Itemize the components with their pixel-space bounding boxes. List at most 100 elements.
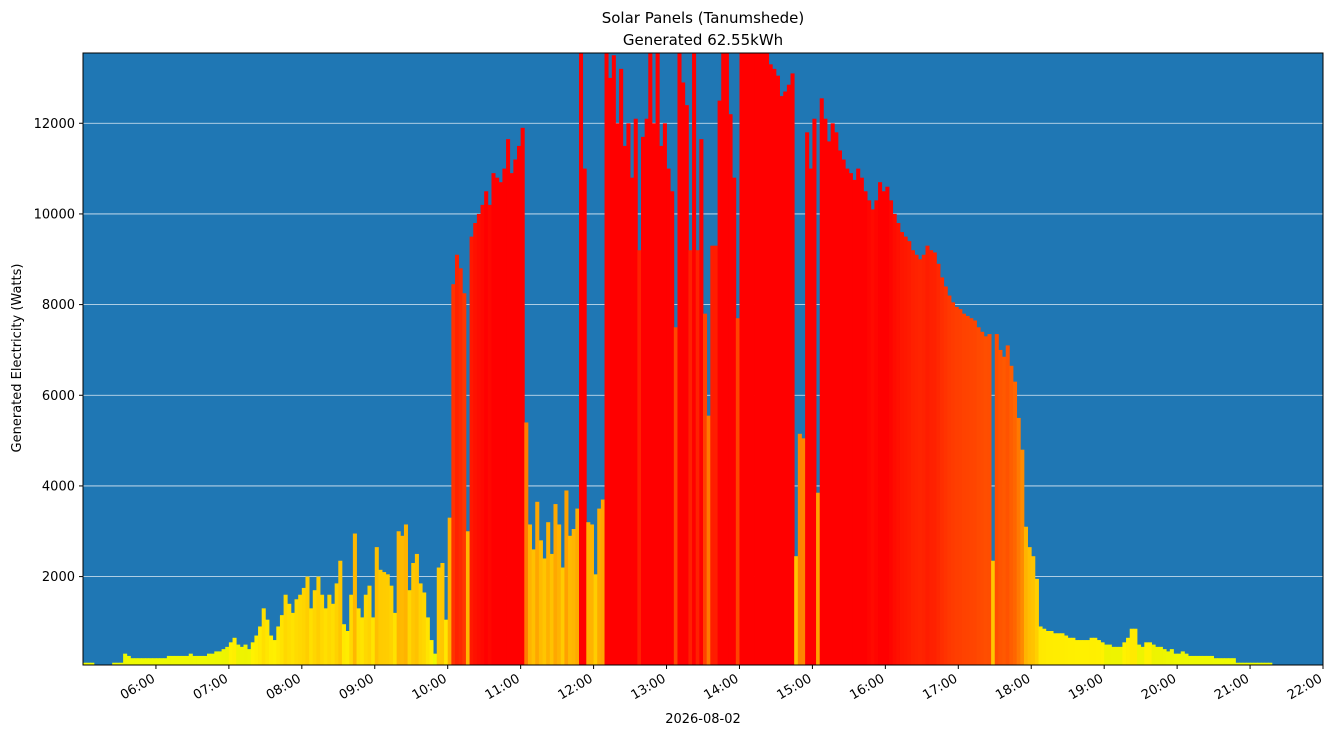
bar xyxy=(498,182,503,665)
x-tick-label: 12:00 xyxy=(556,671,596,703)
bar xyxy=(794,556,799,665)
bar xyxy=(356,608,361,665)
y-tick-label: 12000 xyxy=(34,117,75,132)
bar xyxy=(480,204,485,665)
bar xyxy=(1093,637,1098,665)
bar xyxy=(261,608,266,665)
bar xyxy=(385,574,390,665)
x-axis-label: 2026-08-02 xyxy=(665,712,741,727)
bar xyxy=(247,649,252,665)
bar xyxy=(232,637,237,665)
bar xyxy=(834,132,839,665)
bar xyxy=(564,490,569,665)
bar xyxy=(1202,655,1207,665)
chart-title: Solar Panels (Tanumshede) xyxy=(602,9,805,27)
bar xyxy=(710,245,715,666)
bar xyxy=(389,585,394,665)
bar xyxy=(305,576,310,665)
bar xyxy=(440,563,445,665)
bar xyxy=(772,68,777,666)
bar xyxy=(152,658,157,665)
bar xyxy=(1151,644,1156,665)
bar xyxy=(188,653,193,665)
bar xyxy=(411,563,416,665)
bar xyxy=(1020,449,1025,665)
bar xyxy=(582,168,587,665)
bar xyxy=(134,658,139,665)
bar xyxy=(312,590,317,665)
bar xyxy=(845,168,850,665)
bar xyxy=(648,53,653,665)
bar xyxy=(626,123,631,665)
bar xyxy=(1049,631,1054,665)
bar xyxy=(141,658,146,665)
bar xyxy=(903,236,908,665)
x-tick-label: 14:00 xyxy=(702,671,742,703)
bar xyxy=(600,499,605,665)
x-tick-label: 16:00 xyxy=(847,671,887,703)
bar xyxy=(1071,637,1076,665)
bar xyxy=(823,118,828,666)
bar xyxy=(476,213,481,665)
bar xyxy=(918,259,923,665)
bar xyxy=(874,200,879,665)
bar xyxy=(444,619,449,665)
bar xyxy=(1144,642,1149,665)
bar xyxy=(360,617,365,665)
bar xyxy=(155,658,160,665)
bar xyxy=(790,73,795,665)
bar xyxy=(750,53,755,665)
bar xyxy=(185,655,190,665)
bar xyxy=(837,150,842,666)
bar xyxy=(298,594,303,665)
bar xyxy=(1067,637,1072,665)
bar xyxy=(1246,662,1251,665)
x-tick-label: 19:00 xyxy=(1066,671,1106,703)
bar xyxy=(969,318,974,665)
bar xyxy=(943,286,948,665)
bar xyxy=(403,524,408,665)
y-tick-label: 6000 xyxy=(42,389,75,404)
bar xyxy=(513,159,518,665)
x-tick-label: 07:00 xyxy=(191,671,231,703)
bar xyxy=(217,651,222,665)
bar xyxy=(1162,649,1167,665)
x-tick-label: 18:00 xyxy=(993,671,1033,703)
x-tick-label: 15:00 xyxy=(774,671,814,703)
bar xyxy=(363,594,368,665)
bar xyxy=(651,123,656,665)
bar xyxy=(524,422,529,665)
bar xyxy=(1231,658,1236,665)
bar xyxy=(1188,655,1193,665)
bar xyxy=(1250,662,1255,665)
bar xyxy=(203,655,208,665)
bar xyxy=(867,200,872,665)
bar xyxy=(761,53,766,665)
bar xyxy=(991,560,996,665)
bar xyxy=(841,159,846,665)
bar xyxy=(688,250,693,665)
bar xyxy=(1060,633,1065,665)
bar xyxy=(889,200,894,665)
bar xyxy=(447,517,452,665)
bar xyxy=(754,53,759,665)
bar xyxy=(932,252,937,665)
bar xyxy=(571,529,576,665)
bar xyxy=(1023,526,1028,665)
bar xyxy=(870,209,875,665)
bar xyxy=(1089,637,1094,665)
bar xyxy=(1104,644,1109,665)
bar xyxy=(1264,662,1269,665)
bar xyxy=(743,53,748,665)
bar xyxy=(852,179,857,665)
bar xyxy=(936,263,941,665)
bar xyxy=(1133,628,1138,665)
bar xyxy=(896,223,901,665)
x-axis: 06:00 07:00 08:00 09:00 10:00 11:00 12:00 13:00… xyxy=(118,665,1325,703)
bar xyxy=(703,313,708,665)
bar xyxy=(1111,646,1116,665)
bar xyxy=(579,53,584,665)
bar xyxy=(644,118,649,666)
x-tick-label: 09:00 xyxy=(337,671,377,703)
bar xyxy=(349,594,354,665)
